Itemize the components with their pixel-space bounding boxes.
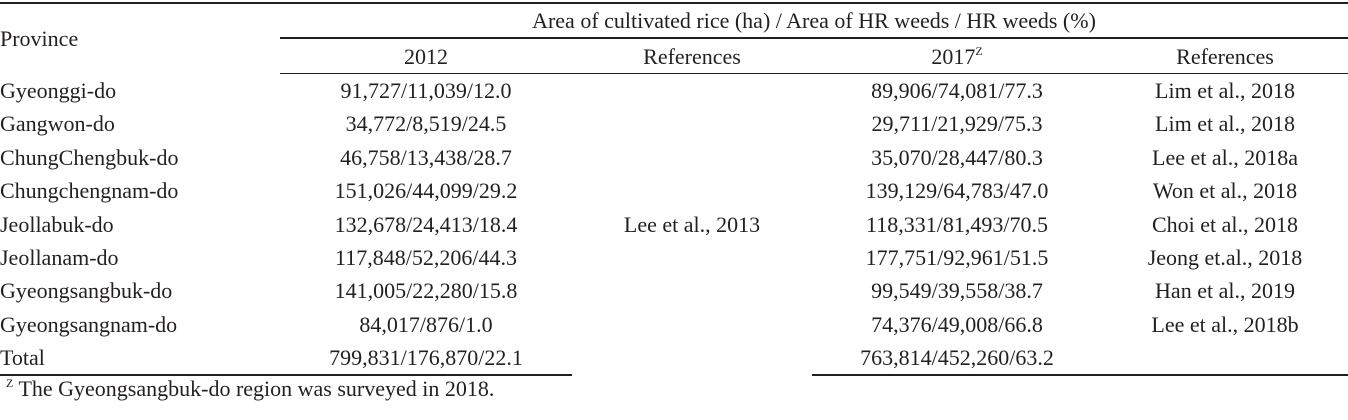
table-row: Gangwon-do 34,772/8,519/24.5 29,711/21,9…: [0, 107, 1348, 140]
province-cell: Gyeongsangbuk-do: [0, 278, 173, 304]
value-2012-cell: 91,727/11,039/12.0: [340, 77, 512, 103]
province-cell: ChungChengbuk-do: [0, 144, 179, 170]
value-2017-cell: 29,711/21,929/75.3: [871, 111, 1043, 137]
header-row-group: Province Area of cultivated rice (ha) / …: [0, 1, 1348, 74]
reference-2017-cell: Choi et al., 2018: [1151, 211, 1299, 237]
table-row: Gyeongsangbuk-do 141,005/22,280/15.8 99,…: [0, 274, 1348, 307]
province-cell: Jeollabuk-do: [0, 211, 114, 237]
value-2012-cell: 799,831/176,870/22.1: [280, 340, 572, 377]
value-2017-cell: 99,549/39,558/38.7: [871, 278, 1043, 304]
reference-2017-cell: Lim et al., 2018: [1155, 111, 1295, 137]
header-province: Province: [0, 1, 280, 74]
table-row: Gyeongsangnam-do 84,017/876/1.0 74,376/4…: [0, 308, 1348, 341]
reference-2017-cell: Won et al., 2018: [1152, 178, 1298, 204]
value-2012-cell: 151,026/44,099/29.2: [334, 178, 518, 204]
province-cell: Total: [0, 340, 280, 377]
table-row: Jeollabuk-do 132,678/24,413/18.4 118,331…: [0, 207, 1348, 240]
value-2017-cell: 35,070/28,447/80.3: [871, 144, 1043, 170]
value-2012-cell: 34,772/8,519/24.5: [345, 111, 507, 137]
value-2017-cell: 763,814/452,260/63.2: [812, 340, 1102, 377]
value-2012-cell: 84,017/876/1.0: [359, 311, 493, 337]
province-cell: Gangwon-do: [0, 111, 115, 137]
reference-2017-cell: Jeong et.al., 2018: [1147, 244, 1303, 270]
reference-2012-cell: Lee et al., 2013: [623, 212, 761, 238]
value-2017-cell: 89,906/74,081/77.3: [871, 77, 1043, 103]
value-2017-cell: 74,376/49,008/66.8: [871, 311, 1043, 337]
value-2017-cell: 118,331/81,493/70.5: [866, 211, 1048, 237]
header-2017: 2017Z: [812, 37, 1102, 74]
header-group-label: Area of cultivated rice (ha) / Area of H…: [280, 1, 1348, 39]
province-cell: Jeollanam-do: [0, 244, 119, 270]
header-2012: 2012: [280, 37, 572, 74]
header-row-columns: 2012 References 2017Z References: [0, 37, 1348, 74]
header-2017-label: 2017: [931, 43, 976, 69]
footnote-mark: Z: [6, 376, 14, 390]
value-2017-cell: 177,751/92,961/51.5: [865, 244, 1049, 270]
table-footnote: Z The Gyeongsangbuk-do region was survey…: [6, 376, 494, 402]
province-cell: Chungchengnam-do: [0, 178, 179, 204]
reference-2017-cell: [1102, 340, 1348, 377]
reference-2017-cell: Lee et al., 2018b: [1151, 311, 1299, 337]
header-references-2017: References: [1102, 37, 1348, 74]
reference-2017-cell: Lim et al., 2018: [1155, 77, 1295, 103]
province-cell: Gyeongsangnam-do: [0, 311, 178, 337]
table-row: Gyeonggi-do 91,727/11,039/12.0 Lee et al…: [0, 73, 1348, 237]
table-row: Jeollanam-do 117,848/52,206/44.3 177,751…: [0, 241, 1348, 274]
table-row: ChungChengbuk-do 46,758/13,438/28.7 35,0…: [0, 141, 1348, 174]
total-row: Total 799,831/176,870/22.1 763,814/452,2…: [0, 340, 1348, 377]
table-row: Chungchengnam-do 151,026/44,099/29.2 139…: [0, 174, 1348, 207]
value-2012-cell: 132,678/24,413/18.4: [334, 211, 518, 237]
province-cell: Gyeonggi-do: [0, 77, 117, 103]
header-2017-footnote-mark: Z: [975, 43, 983, 58]
rice-hr-weeds-table: Province Area of cultivated rice (ha) / …: [0, 1, 1348, 377]
value-2017-cell: 139,129/64,783/47.0: [865, 178, 1049, 204]
value-2012-cell: 46,758/13,438/28.7: [340, 144, 512, 170]
footnote-text: The Gyeongsangbuk-do region was surveyed…: [13, 376, 495, 401]
value-2012-cell: 141,005/22,280/15.8: [334, 278, 518, 304]
reference-2017-cell: Han et al., 2019: [1155, 278, 1295, 304]
value-2012-cell: 117,848/52,206/44.3: [335, 244, 517, 270]
header-references-2012: References: [572, 37, 812, 74]
reference-2017-cell: Lee et al., 2018a: [1152, 144, 1298, 170]
